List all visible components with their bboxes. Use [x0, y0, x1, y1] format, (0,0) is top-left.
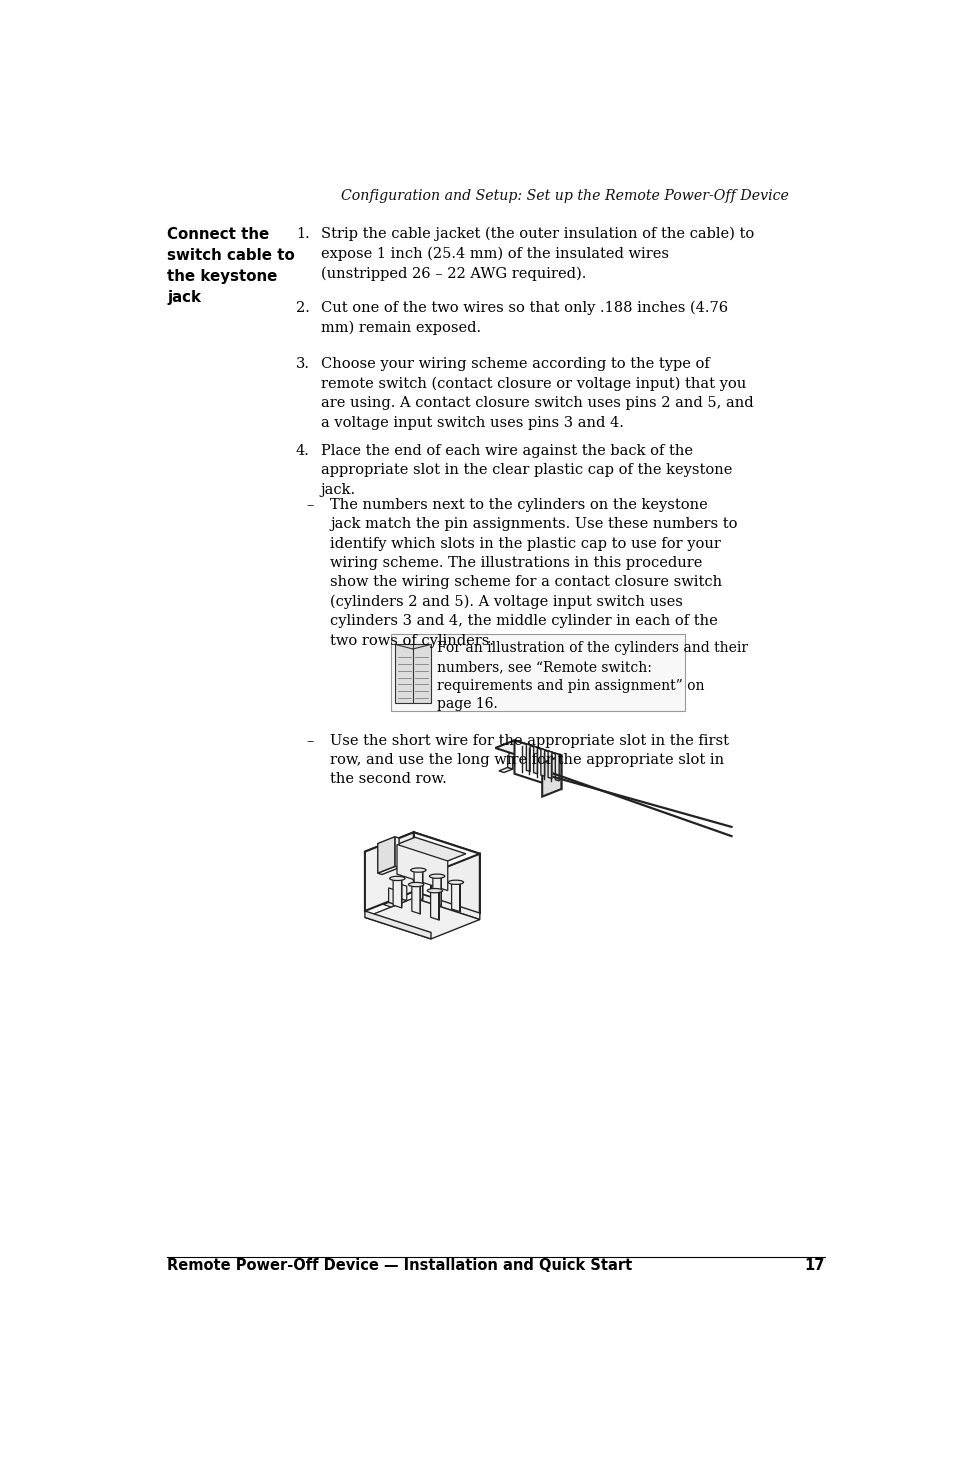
Polygon shape	[388, 888, 395, 906]
Polygon shape	[383, 903, 395, 907]
Polygon shape	[412, 884, 420, 914]
Polygon shape	[451, 881, 459, 912]
Polygon shape	[498, 767, 512, 773]
Polygon shape	[377, 866, 398, 875]
Ellipse shape	[389, 876, 405, 881]
Polygon shape	[541, 755, 560, 797]
Polygon shape	[414, 832, 479, 913]
Polygon shape	[365, 832, 479, 873]
Polygon shape	[507, 755, 512, 768]
FancyBboxPatch shape	[395, 645, 431, 704]
Polygon shape	[377, 836, 395, 873]
Text: The numbers next to the cylinders on the keystone
jack match the pin assignments: The numbers next to the cylinders on the…	[330, 499, 737, 648]
Polygon shape	[433, 875, 441, 906]
Polygon shape	[514, 740, 560, 789]
Text: Remote Power-Off Device — Installation and Quick Start: Remote Power-Off Device — Installation a…	[167, 1258, 632, 1273]
Text: 4.: 4.	[295, 444, 310, 459]
Text: 2.: 2.	[295, 301, 310, 316]
Polygon shape	[548, 751, 552, 779]
Polygon shape	[398, 884, 406, 901]
Polygon shape	[555, 754, 558, 780]
Text: –: –	[307, 499, 314, 512]
Text: 1.: 1.	[295, 227, 310, 240]
Text: Strip the cable jacket (the outer insulation of the cable) to
expose 1 inch (25.: Strip the cable jacket (the outer insula…	[320, 227, 753, 282]
Text: Connect the
switch cable to
the keystone
jack: Connect the switch cable to the keystone…	[167, 227, 294, 305]
Polygon shape	[395, 836, 398, 867]
Text: 17: 17	[803, 1258, 823, 1273]
Ellipse shape	[448, 881, 463, 885]
Polygon shape	[533, 746, 537, 774]
Polygon shape	[393, 878, 401, 907]
Polygon shape	[394, 898, 406, 903]
Polygon shape	[495, 740, 560, 763]
Text: 3.: 3.	[295, 357, 310, 372]
Polygon shape	[414, 869, 422, 900]
Polygon shape	[365, 912, 431, 940]
Polygon shape	[396, 845, 447, 891]
Ellipse shape	[427, 888, 442, 892]
Polygon shape	[365, 898, 479, 940]
Polygon shape	[430, 889, 438, 920]
Polygon shape	[431, 854, 479, 932]
Polygon shape	[526, 743, 530, 771]
Polygon shape	[378, 838, 465, 869]
Text: Use the short wire for the appropriate slot in the first
row, and use the long w: Use the short wire for the appropriate s…	[330, 733, 728, 786]
Ellipse shape	[408, 882, 423, 886]
Polygon shape	[365, 832, 414, 912]
Text: Place the end of each wire against the back of the
appropriate slot in the clear: Place the end of each wire against the b…	[320, 444, 731, 497]
Polygon shape	[540, 749, 544, 776]
FancyBboxPatch shape	[390, 634, 684, 711]
Polygon shape	[414, 891, 479, 919]
Ellipse shape	[410, 867, 426, 872]
Ellipse shape	[429, 875, 444, 878]
Text: –: –	[307, 733, 314, 748]
Text: Choose your wiring scheme according to the type of
remote switch (contact closur: Choose your wiring scheme according to t…	[320, 357, 753, 429]
Text: Cut one of the two wires so that only .188 inches (4.76
mm) remain exposed.: Cut one of the two wires so that only .1…	[320, 301, 727, 335]
Text: Configuration and Setup: Set up the Remote Power-Off Device: Configuration and Setup: Set up the Remo…	[340, 189, 788, 202]
Text: For an illustration of the cylinders and their
numbers, see “Remote switch:
requ: For an illustration of the cylinders and…	[436, 642, 747, 711]
